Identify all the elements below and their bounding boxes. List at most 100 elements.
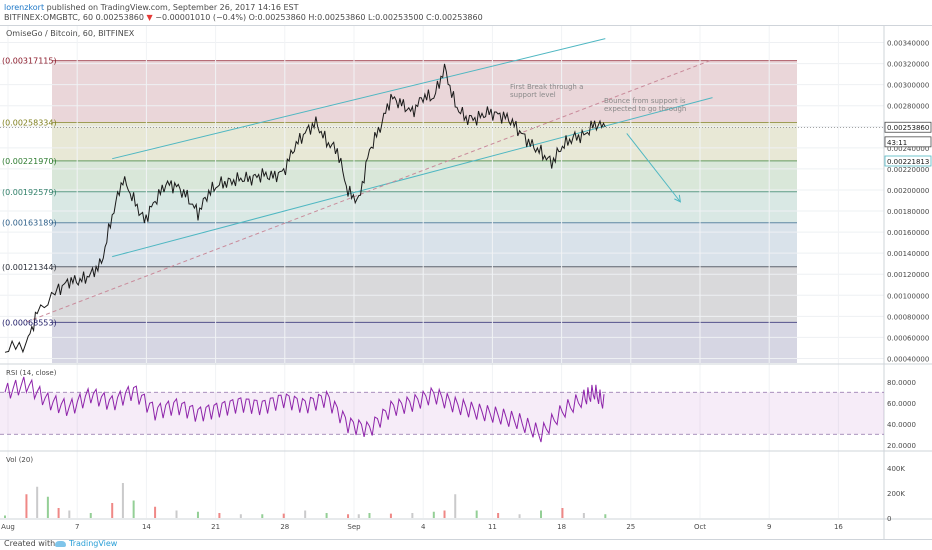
- x-tick-label: 4: [421, 523, 426, 531]
- annotation-bounce: Bounce from support is: [604, 97, 686, 105]
- volume-bar: [497, 513, 500, 518]
- fib-level-label: (0.00192579): [2, 188, 57, 197]
- x-tick-label: 25: [626, 523, 635, 531]
- y-tick-label: 0.00160000: [887, 229, 929, 237]
- symbol-label: BITFINEX:OMGBTC, 60: [4, 13, 94, 22]
- fib-level-label: (0.00068553): [2, 318, 57, 327]
- x-tick-label: 28: [280, 523, 289, 531]
- volume-bar: [68, 510, 71, 518]
- volume-bar: [196, 511, 199, 518]
- y-tick-label: 0.00320000: [887, 61, 929, 69]
- fib-band: [52, 160, 797, 192]
- main-pane-title: OmiseGo / Bitcoin, 60, BITFINEX: [6, 29, 135, 38]
- publish-info: published on TradingView.com, September …: [46, 3, 299, 12]
- volume-bar: [432, 511, 435, 518]
- rsi-pane-title: RSI (14, close): [6, 369, 57, 377]
- down-arrow-icon: ▼: [146, 13, 153, 22]
- fib-level-label: (0.00317115): [2, 57, 57, 66]
- fib-band: [52, 266, 797, 323]
- volume-bar: [111, 503, 114, 518]
- price-badge-label: 43:11: [887, 139, 907, 147]
- tradingview-brand[interactable]: TradingView: [55, 539, 117, 548]
- fib-band: [52, 60, 797, 123]
- y-tick-label: 0.00060000: [887, 334, 929, 342]
- volume-bar: [347, 514, 350, 518]
- y-tick-label: 0.00040000: [887, 355, 929, 363]
- volume-bar: [132, 500, 135, 518]
- trend-line: [626, 133, 681, 203]
- price-badge-box: [884, 155, 932, 167]
- volume-bar: [604, 514, 607, 518]
- y-tick-label: 0.00120000: [887, 271, 929, 279]
- price-badge-box: [884, 121, 932, 133]
- volume-bar: [540, 510, 542, 518]
- x-tick-label: 11: [488, 523, 497, 531]
- volume-bar: [389, 513, 392, 518]
- volume-bar: [282, 513, 285, 518]
- symbol-line: BITFINEX:OMGBTC, 60 0.00253860 ▼ −0.0000…: [4, 13, 483, 23]
- created-with-label: Created with: [4, 539, 56, 548]
- chart-area[interactable]: 0.00340000 0.00320000 0.00300000 0.00280000…: [0, 25, 932, 540]
- volume-bar: [239, 514, 242, 518]
- trend-line: [26, 59, 713, 323]
- x-tick-label: 16: [834, 523, 843, 531]
- annotation-bounce: expected to go through: [604, 105, 686, 113]
- rsi-pane: [0, 376, 884, 443]
- volume-bar: [368, 513, 371, 518]
- author-link[interactable]: lorenzkort: [4, 3, 45, 12]
- x-tick-label: 7: [75, 523, 79, 531]
- volume-pane: [4, 483, 607, 518]
- y-tick-label: 0.00220000: [887, 166, 929, 174]
- projection-arrowhead: [674, 194, 681, 203]
- volume-bar: [518, 514, 521, 518]
- price-badge-label: 0.00253860: [887, 124, 929, 132]
- annotation-first-break: support level: [510, 91, 556, 99]
- fib-band: [52, 222, 797, 267]
- tradingview-logo-icon: [55, 540, 66, 547]
- price-badge-box: [884, 136, 932, 148]
- vol-tick-label: 200K: [887, 490, 905, 498]
- y-tick-label: 0.00300000: [887, 82, 929, 90]
- vol-tick-label: 0: [887, 515, 891, 523]
- fib-level-label: (0.00258334): [2, 119, 57, 128]
- volume-bar: [325, 513, 328, 518]
- fib-band: [52, 191, 797, 223]
- fib-level-label: (0.00163189): [2, 219, 57, 228]
- tradingview-label: TradingView: [69, 539, 118, 548]
- fib-level-label: (0.00121344): [2, 263, 57, 272]
- rsi-tick-label: 20.0000: [887, 442, 916, 450]
- y-tick-label: 0.00280000: [887, 103, 929, 111]
- volume-bar: [89, 513, 92, 518]
- price-badge-label: 0.00221813: [887, 158, 929, 166]
- y-tick-label: 0.00080000: [887, 313, 929, 321]
- volume-bar: [443, 510, 446, 518]
- chart-svg[interactable]: 0.00340000 0.00320000 0.00300000 0.00280000…: [0, 26, 932, 539]
- volume-bar: [46, 496, 49, 518]
- rsi-tick-label: 60.0000: [887, 400, 916, 408]
- y-tick-label: 0.00180000: [887, 208, 929, 216]
- volume-bar: [175, 510, 178, 518]
- volume-bar: [454, 494, 457, 518]
- y-tick-label: 0.00100000: [887, 292, 929, 300]
- trend-lines[interactable]: [26, 38, 713, 323]
- footer: Created with TradingView: [0, 538, 932, 550]
- volume-bar: [411, 513, 414, 518]
- annotation-first-break: First Break through a: [510, 83, 583, 91]
- volume-bar: [154, 506, 157, 518]
- volume-bar: [357, 514, 360, 518]
- volume-bar: [36, 486, 39, 518]
- vol-pane-title: Vol (20): [6, 456, 33, 464]
- x-tick-label: Oct: [694, 523, 706, 531]
- volume-bar: [261, 514, 264, 518]
- last-price: 0.00253860: [95, 13, 144, 22]
- volume-bar: [4, 515, 6, 518]
- volume-bar: [218, 513, 221, 518]
- x-tick-label: 21: [211, 523, 220, 531]
- x-tick-label: Aug: [1, 523, 15, 531]
- fib-retracement[interactable]: [52, 60, 797, 363]
- trend-line: [112, 97, 713, 258]
- x-tick-label: 18: [557, 523, 566, 531]
- axes: 0.00340000 0.00320000 0.00300000 0.00280000…: [1, 40, 929, 531]
- x-tick-label: 9: [767, 523, 771, 531]
